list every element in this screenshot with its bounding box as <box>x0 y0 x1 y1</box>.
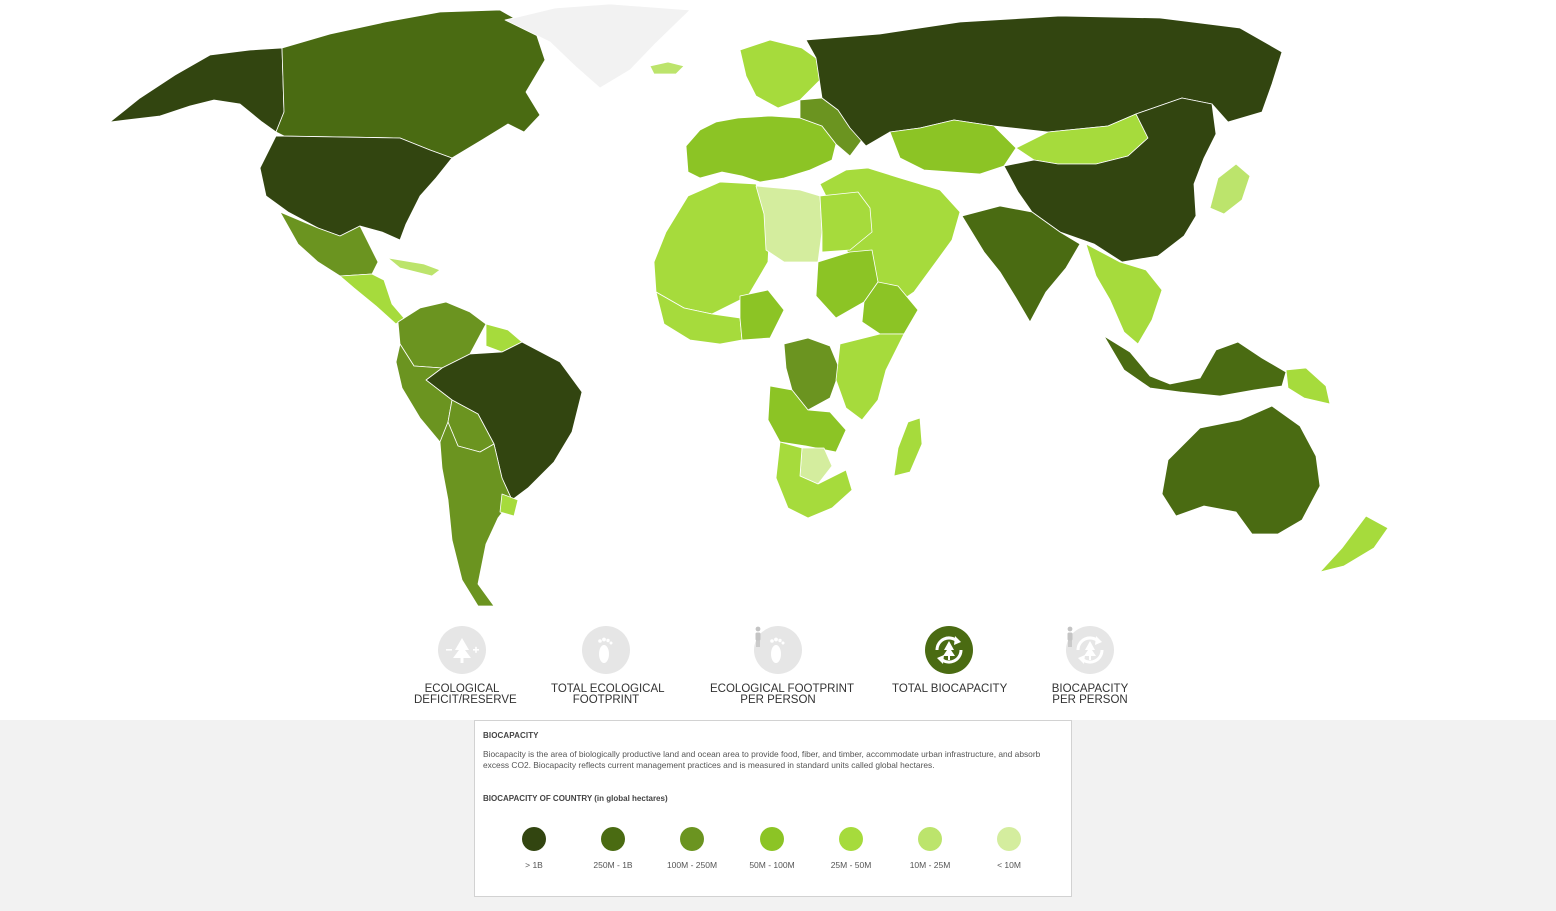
tab-ecological-footprint-per-person[interactable]: ECOLOGICAL FOOTPRINT PER PERSON <box>710 626 854 706</box>
country-north-africa[interactable]: North Africa <box>653 181 771 315</box>
country-southeast-asia[interactable]: Southeast Asia <box>1085 243 1163 345</box>
legend-dot <box>760 827 784 851</box>
country-mexico[interactable]: Mexico <box>279 211 379 277</box>
country-papua-new-guinea[interactable]: Papua New Guinea <box>1285 367 1331 405</box>
tab-label: TOTAL ECOLOGICAL FOOTPRINT <box>551 683 665 706</box>
country-scandinavia[interactable]: Scandinavia <box>739 39 821 109</box>
tab-label-line1: ECOLOGICAL <box>424 683 500 695</box>
country-caribbean[interactable]: Caribbean <box>387 257 441 277</box>
tab-label-line2: PER PERSON <box>1052 694 1128 706</box>
country-india[interactable]: India <box>961 205 1081 323</box>
legend-item: 50M - 100M <box>732 827 812 870</box>
legend-dot <box>601 827 625 851</box>
legend-label: 250M - 1B <box>593 860 633 870</box>
country-united-states[interactable]: United States <box>259 135 453 241</box>
tab-label-line2: DEFICIT/RESERVE <box>414 694 517 706</box>
country-ethiopia[interactable]: Ethiopia <box>861 281 919 335</box>
tab-label: BIOCAPACITY PER PERSON <box>1046 683 1134 706</box>
footprint-person-icon <box>754 626 802 674</box>
world-biocapacity-map[interactable]: Alaska Canada United States Mexico Centr… <box>0 0 1556 620</box>
legend-dot <box>839 827 863 851</box>
country-southern-africa[interactable]: Southern Africa <box>775 441 853 519</box>
tab-label: TOTAL BIOCAPACITY <box>892 683 1008 695</box>
biocapacity-cycle-icon <box>925 626 973 674</box>
country-egypt[interactable]: Egypt <box>819 191 873 253</box>
country-dr-congo[interactable]: DR Congo <box>783 337 841 411</box>
legend-item: 250M - 1B <box>573 827 653 870</box>
country-angola-zambia[interactable]: Angola / Zambia <box>767 385 847 453</box>
info-panel: BIOCAPACITY Biocapacity is the area of b… <box>474 720 1072 897</box>
tab-label: ECOLOGICAL FOOTPRINT PER PERSON <box>710 683 854 706</box>
legend-item: > 1B <box>494 827 574 870</box>
person-icon <box>755 626 761 647</box>
map-svg[interactable]: Alaska Canada United States Mexico Centr… <box>0 0 1556 620</box>
person-icon <box>1067 626 1073 647</box>
panel-description: Biocapacity is the area of biologically … <box>483 749 1041 770</box>
legend-label: < 10M <box>997 860 1021 870</box>
country-argentina-chile[interactable]: Argentina / Chile <box>439 421 513 607</box>
legend-dot <box>918 827 942 851</box>
footprint-icon <box>582 626 630 674</box>
tab-total-biocapacity[interactable]: TOTAL BIOCAPACITY <box>892 626 1008 695</box>
country-iceland[interactable]: Iceland <box>649 61 685 75</box>
tab-label: ECOLOGICAL DEFICIT/RESERVE <box>414 683 517 706</box>
country-new-zealand[interactable]: New Zealand <box>1319 515 1389 573</box>
legend-dot <box>522 827 546 851</box>
country-alaska[interactable]: Alaska <box>109 47 285 133</box>
legend-label: 10M - 25M <box>909 860 951 870</box>
legend-dot <box>680 827 704 851</box>
metric-tabs: ECOLOGICAL DEFICIT/RESERVE TOTAL ECOLOGI… <box>0 620 1556 720</box>
tab-label-line1: ECOLOGICAL FOOTPRINT <box>710 683 854 695</box>
tab-total-ecological-footprint[interactable]: TOTAL ECOLOGICAL FOOTPRINT <box>551 626 665 706</box>
panel-title: BIOCAPACITY <box>483 731 539 740</box>
legend-label: 50M - 100M <box>749 860 795 870</box>
country-canada[interactable]: Canada <box>275 9 546 159</box>
country-japan[interactable]: Japan <box>1209 163 1251 215</box>
biocapacity-person-icon <box>1066 626 1114 674</box>
country-uruguay[interactable]: Uruguay <box>499 493 519 517</box>
legend-label: > 1B <box>525 860 543 870</box>
tab-label-line1: BIOCAPACITY <box>1051 683 1129 695</box>
country-australia[interactable]: Australia <box>1161 405 1321 535</box>
country-east-africa[interactable]: East Africa <box>835 333 905 421</box>
tab-ecological-deficit-reserve[interactable]: ECOLOGICAL DEFICIT/RESERVE <box>414 626 517 706</box>
legend-dot <box>997 827 1021 851</box>
country-western-europe[interactable]: Western Europe <box>685 115 837 183</box>
country-indonesia[interactable]: Indonesia <box>1103 335 1287 397</box>
tab-label-line2: PER PERSON <box>740 694 816 706</box>
country-china[interactable]: China <box>1003 97 1217 263</box>
legend-item: 25M - 50M <box>811 827 891 870</box>
legend-item: 100M - 250M <box>652 827 732 870</box>
scale-title: BIOCAPACITY OF COUNTRY (in global hectar… <box>483 794 668 803</box>
country-central-america[interactable]: Central America <box>339 273 405 325</box>
tab-label-line2: FOOTPRINT <box>572 694 640 706</box>
tab-label-line1: TOTAL ECOLOGICAL <box>551 683 665 695</box>
tree-plus-minus-icon <box>438 626 486 674</box>
legend-label: 25M - 50M <box>830 860 872 870</box>
country-nigeria[interactable]: Nigeria <box>739 289 785 341</box>
country-madagascar[interactable]: Madagascar <box>893 417 923 477</box>
tab-biocapacity-per-person[interactable]: BIOCAPACITY PER PERSON <box>1046 626 1134 706</box>
legend-item: < 10M <box>969 827 1049 870</box>
tab-label-line1: TOTAL BIOCAPACITY <box>892 683 1008 695</box>
legend-item: 10M - 25M <box>890 827 970 870</box>
legend-label: 100M - 250M <box>666 860 718 870</box>
country-greenland[interactable]: Greenland <box>504 3 691 89</box>
